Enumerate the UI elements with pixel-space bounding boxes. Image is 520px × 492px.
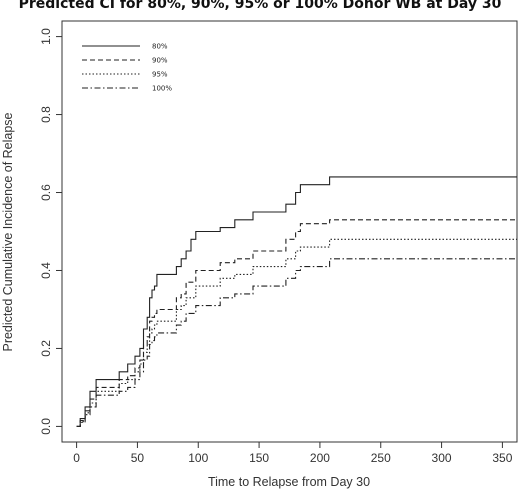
series-lines xyxy=(76,176,517,427)
chart-title: Predicted CI for 80%, 90%, 95% or 100% D… xyxy=(18,0,502,12)
y-tick-label: 0.8 xyxy=(39,106,53,123)
x-tick-label: 200 xyxy=(310,451,330,465)
x-tick-label: 300 xyxy=(432,451,452,465)
x-axis-title: Time to Relapse from Day 30 xyxy=(208,475,370,489)
x-tick-label: 150 xyxy=(249,451,269,465)
y-tick-label: 0.4 xyxy=(39,262,53,279)
x-tick-label: 100 xyxy=(188,451,208,465)
legend-label: 80% xyxy=(152,43,168,51)
series-line-3 xyxy=(76,258,517,427)
legend-label: 95% xyxy=(152,71,168,79)
y-tick-label: 0.6 xyxy=(39,184,53,201)
y-tick-label: 1.0 xyxy=(39,28,53,45)
legend: 80% 90% 95% 100% xyxy=(82,43,172,93)
x-tick-label: 250 xyxy=(371,451,391,465)
series-line-0 xyxy=(76,176,517,427)
y-tick-label: 0.0 xyxy=(39,418,53,435)
plot-frame xyxy=(61,20,518,443)
x-tick-label: 50 xyxy=(131,451,145,465)
x-tick-label: 0 xyxy=(73,451,80,465)
x-tick-label: 350 xyxy=(492,451,512,465)
y-axis-title: Predicted Cumulative Incidence of Relaps… xyxy=(1,112,15,351)
legend-label: 90% xyxy=(152,57,168,65)
y-tick-label: 0.2 xyxy=(39,340,53,357)
series-line-2 xyxy=(76,238,517,427)
series-line-1 xyxy=(76,219,517,427)
x-axis: 0 50 100 150 200 250 300 350 xyxy=(73,442,513,465)
y-axis: 0.0 0.2 0.4 0.6 0.8 1.0 xyxy=(39,28,62,435)
legend-label: 100% xyxy=(152,85,172,93)
